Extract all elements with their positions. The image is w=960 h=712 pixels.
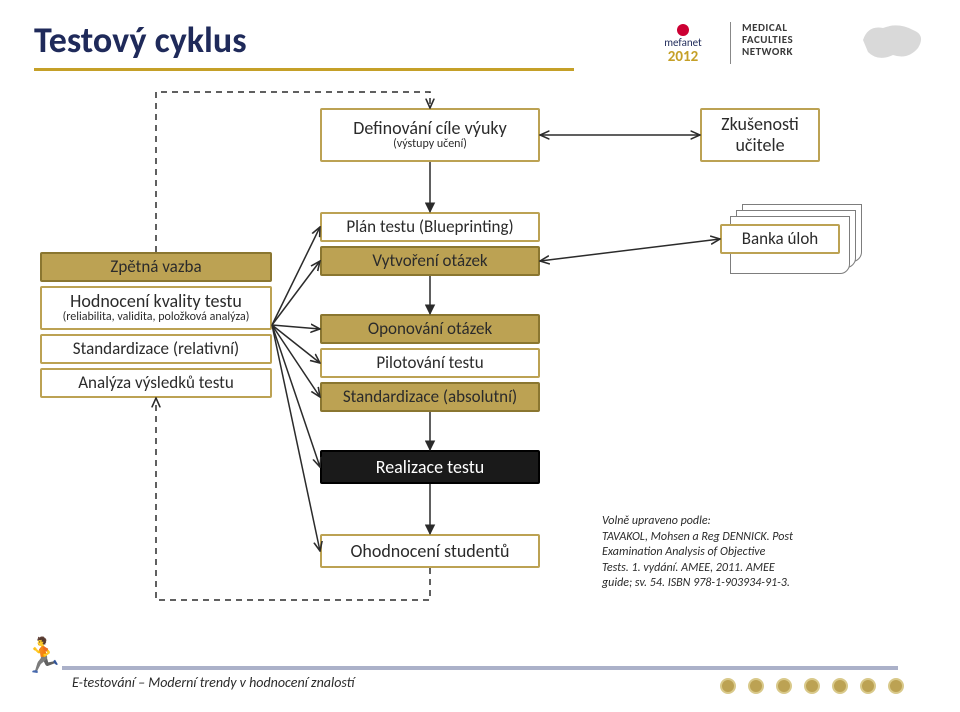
box-qual-sub: (reliabilita, validita, položková analýz…: [63, 311, 250, 325]
footer-logo-2: [776, 678, 792, 694]
box-pilot-label: Pilotování testu: [376, 353, 483, 373]
footer-text: E-testování – Moderní trendy v hodnocení…: [72, 674, 354, 691]
citation: Volně upraveno podle: TAVAKOL, Mohsen a …: [602, 514, 922, 592]
slide-title-text: Testový cyklus: [34, 18, 247, 62]
slide-title: Testový cyklus: [34, 18, 247, 62]
box-analysis: Analýza výsledků testu: [40, 368, 272, 398]
box-stdabs-label: Standardizace (absolutní): [343, 387, 517, 407]
box-grade-label: Ohodnocení studentů: [350, 541, 509, 562]
box-stdrel-label: Standardizace (relativní): [73, 339, 239, 359]
box-qual-label: Hodnocení kvality testu: [70, 291, 242, 312]
box-bank-label: Banka úloh: [742, 229, 818, 249]
mfn-label: MEDICAL FACULTIES NETWORK: [742, 22, 793, 58]
box-real-label: Realizace testu: [376, 457, 484, 478]
box-stdabs: Standardizace (absolutní): [320, 382, 540, 412]
box-real: Realizace testu: [320, 450, 540, 484]
box-create: Vytvoření otázek: [320, 246, 540, 276]
footer-logo-5: [860, 678, 876, 694]
citation-l1: Volně upraveno podle:: [602, 514, 711, 528]
footer-bar: [62, 666, 898, 670]
mefanet-year: 2012: [668, 48, 698, 66]
box-def-label: Definování cíle výuky: [353, 118, 506, 139]
box-review: Oponování otázek: [320, 314, 540, 344]
box-fb-label: Zpětná vazba: [110, 257, 201, 277]
mfn-l1: MEDICAL: [742, 21, 788, 34]
mfn-l2: FACULTIES: [742, 33, 793, 46]
citation-l4: Tests. 1. vydání. AMEE, 2011. AMEE: [602, 561, 775, 575]
footer-logo-6: [888, 678, 904, 694]
box-bank: Banka úloh: [720, 224, 840, 254]
footer-logo-1: [748, 678, 764, 694]
box-review-label: Oponování otázek: [368, 319, 492, 339]
runner-icon: 🏃: [22, 636, 64, 677]
box-analysis-label: Analýza výsledků testu: [78, 373, 234, 393]
box-plan-label: Plán testu (Blueprinting): [346, 217, 513, 237]
box-grade: Ohodnocení studentů: [320, 534, 540, 568]
box-exp-label: Zkušenosti: [721, 114, 799, 135]
header-divider: [730, 22, 731, 64]
mfn-l3: NETWORK: [742, 45, 793, 58]
footer-logo-4: [832, 678, 848, 694]
citation-l3: Examination Analysis of Objective: [602, 545, 765, 559]
box-exp: Zkušenostiučitele: [700, 108, 820, 162]
footer-logo-3: [804, 678, 820, 694]
box-plan: Plán testu (Blueprinting): [320, 212, 540, 242]
box-exp-line2: učitele: [735, 135, 784, 156]
footer-text-label: E-testování – Moderní trendy v hodnocení…: [72, 674, 354, 691]
box-pilot: Pilotování testu: [320, 348, 540, 378]
box-stdrel: Standardizace (relativní): [40, 334, 272, 364]
box-create-label: Vytvoření otázek: [372, 251, 487, 271]
citation-l2: TAVAKOL, Mohsen a Reg DENNICK. Post: [602, 530, 793, 544]
box-qual: Hodnocení kvality testu(reliabilita, val…: [40, 286, 272, 330]
citation-l5: guide; sv. 54. ISBN 978-1-903934-91-3.: [602, 576, 790, 590]
title-underline: [34, 68, 574, 71]
box-def: Definování cíle výuky(výstupy učení): [320, 108, 540, 162]
mefanet-label: mefanet: [664, 36, 701, 49]
map-icon: [858, 20, 928, 70]
box-fb: Zpětná vazba: [40, 252, 272, 282]
box-def-sub: (výstupy učení): [393, 138, 467, 152]
mefanet-logo: mefanet 2012: [648, 24, 718, 66]
footer-logo-0: [720, 678, 736, 694]
